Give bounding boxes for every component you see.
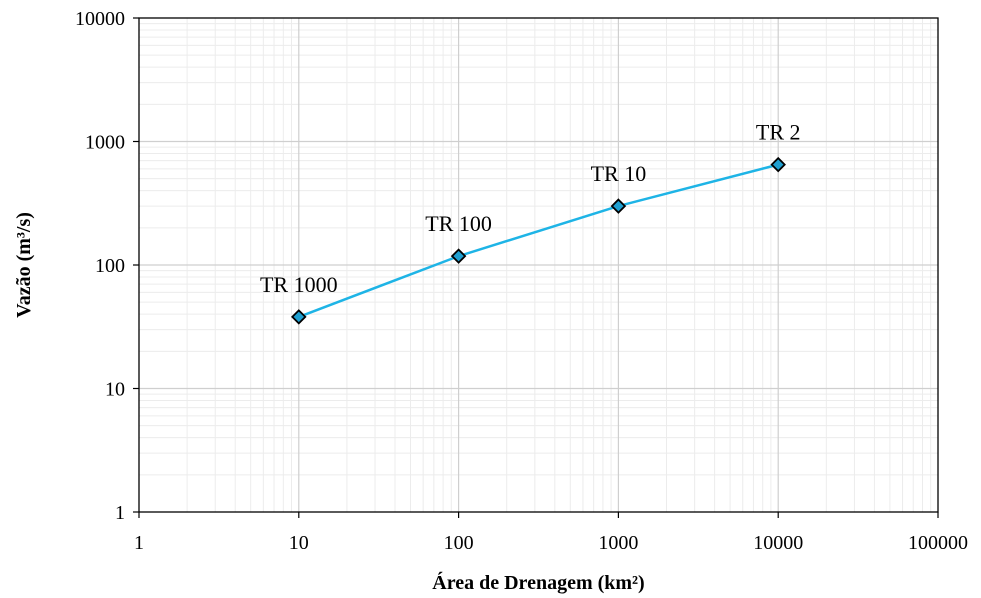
x-tick-label: 10 bbox=[289, 532, 309, 554]
data-point-label: TR 10 bbox=[591, 161, 647, 186]
data-point-marker bbox=[610, 198, 627, 214]
y-tick-label: 1 bbox=[115, 502, 125, 524]
series-group: TR 1000 TR 100 TR 10 TR 2 bbox=[260, 120, 801, 325]
x-tick-label: 100000 bbox=[908, 532, 968, 554]
data-point-label: TR 100 bbox=[425, 211, 492, 236]
data-point-label: TR 2 bbox=[756, 120, 801, 145]
major-gridlines bbox=[139, 18, 938, 512]
series-line bbox=[298, 163, 779, 319]
y-tick-label: 1000 bbox=[85, 132, 125, 154]
y-axis-title: Vazão (m³/s) bbox=[13, 212, 35, 318]
x-axis-ticks: 1 10 100 1000 10000 100000 bbox=[134, 512, 968, 554]
y-tick-label: 10000 bbox=[75, 8, 125, 30]
data-point-marker bbox=[291, 309, 307, 325]
x-tick-label: 10000 bbox=[753, 532, 803, 554]
x-tick-label: 100 bbox=[444, 532, 474, 554]
x-axis-title: Área de Drenagem (km²) bbox=[432, 571, 644, 594]
x-tick-label: 1 bbox=[134, 532, 144, 554]
x-tick-label: 1000 bbox=[598, 532, 638, 554]
data-point-label: TR 1000 bbox=[260, 272, 338, 297]
y-axis-ticks: 1 10 100 1000 10000 bbox=[75, 8, 139, 524]
data-point-marker bbox=[450, 248, 467, 264]
data-point-marker bbox=[770, 156, 786, 173]
y-tick-label: 100 bbox=[95, 255, 125, 277]
y-tick-label: 10 bbox=[105, 379, 125, 401]
